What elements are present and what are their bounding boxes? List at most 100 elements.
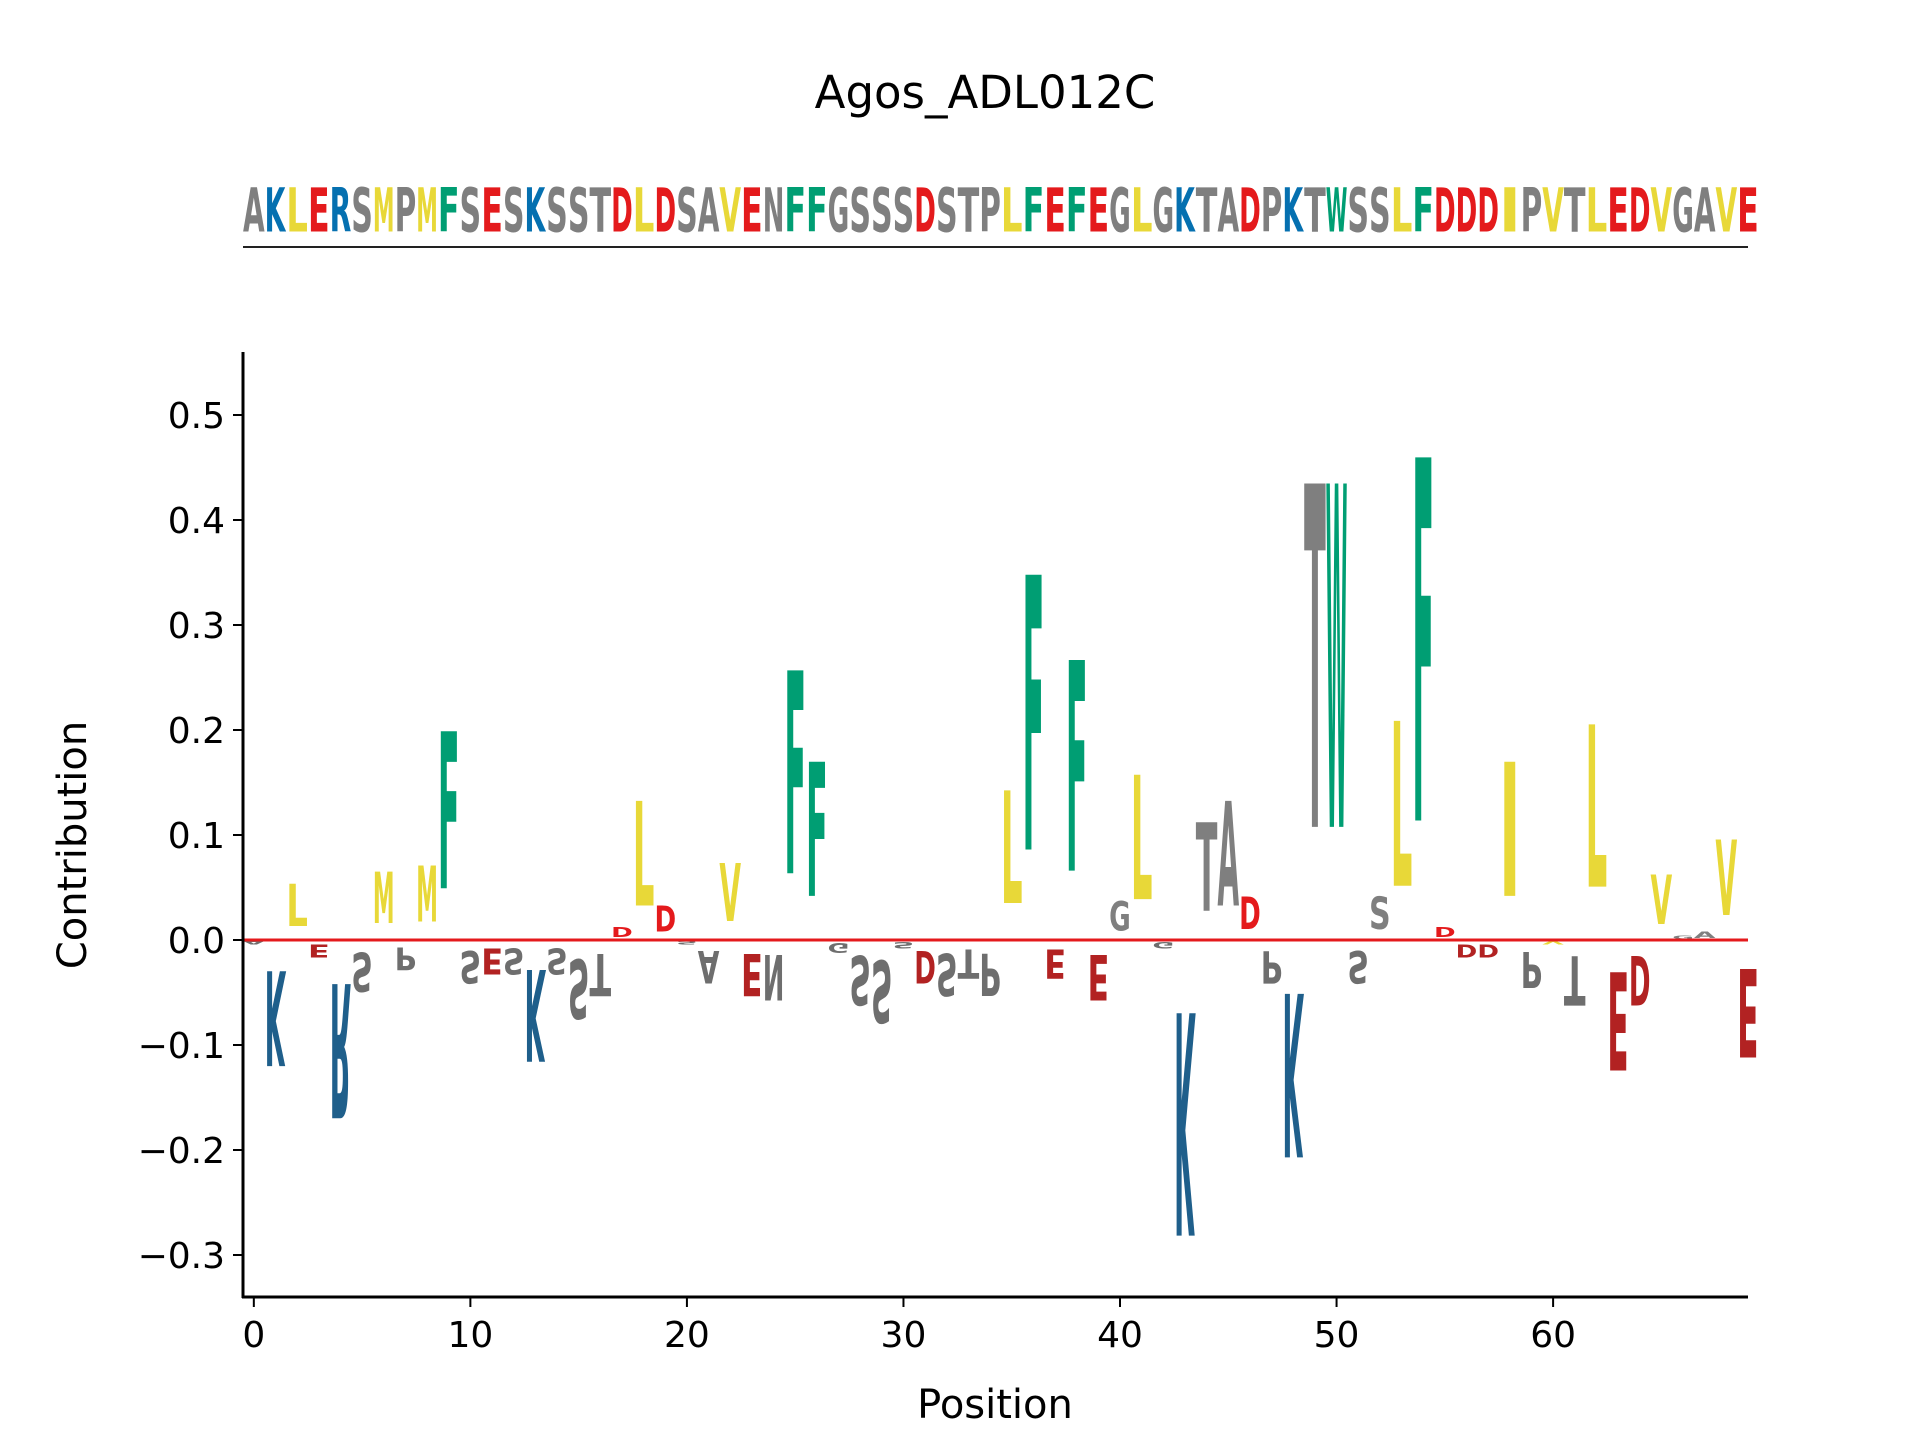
contribution-letter: V	[1651, 862, 1673, 940]
contribution-letter: I	[1499, 726, 1521, 940]
sequence-letter: E	[1737, 176, 1759, 246]
y-axis-ticks: −0.3 −0.2 −0.1 0.0 0.1 0.2 0.3 0.4 0.5	[138, 396, 243, 1277]
contribution-letter: D	[1456, 939, 1478, 960]
sequence-letter: S	[676, 177, 698, 247]
sequence-letter: S	[503, 177, 525, 247]
contribution-letter: D	[914, 940, 936, 993]
sequence-letter: L	[1131, 175, 1153, 247]
contribution-letter: K	[265, 939, 287, 1090]
sequence-letter: D	[1239, 177, 1261, 247]
sequence-letter: G	[1672, 177, 1694, 247]
contribution-letter: D	[611, 924, 633, 940]
sequence-letter: R	[330, 176, 352, 247]
sequence-letter: S	[546, 177, 568, 247]
sequence-letter: D	[1477, 177, 1499, 247]
sequence-letter: L	[633, 175, 655, 247]
sequence-letter: G	[1109, 177, 1131, 247]
contribution-letter: F	[1023, 501, 1045, 939]
sequence-letter: G	[1152, 177, 1174, 247]
sequence-letter: A	[698, 176, 720, 247]
y-tick-label: 0.4	[168, 501, 225, 542]
x-tick-label: 30	[881, 1315, 927, 1356]
contribution-letter: T	[589, 939, 611, 1007]
contribution-letter: S	[503, 940, 525, 982]
sequence-letter: D	[1434, 177, 1456, 247]
sequence-letter: L	[1391, 175, 1413, 247]
contribution-letter: S	[568, 940, 590, 1034]
sequence-letter: P	[395, 177, 417, 247]
contribution-letter: D	[654, 899, 676, 940]
contribution-letter: E	[1044, 940, 1066, 988]
sequence-letter: S	[1369, 177, 1391, 247]
contribution-letter: L	[1391, 677, 1413, 940]
contribution-letter: T	[1196, 799, 1218, 940]
contribution-letter: P	[1261, 940, 1283, 992]
sequence-letter: D	[654, 177, 676, 247]
contribution-letter: W	[1326, 389, 1348, 939]
contribution-letter: P	[395, 939, 417, 975]
contribution-letter: F	[1066, 604, 1088, 940]
sequence-letter: S	[568, 177, 590, 247]
sequence-letter: T	[1196, 176, 1218, 246]
y-axis-label: Contribution	[50, 721, 96, 969]
contribution-letter: P	[1521, 940, 1543, 998]
sequence-letter: M	[373, 176, 395, 247]
sequence-letter: N	[763, 175, 785, 245]
sequence-letter: V	[719, 176, 741, 247]
contribution-letter: G	[1109, 894, 1131, 941]
sequence-letter: G	[828, 177, 850, 247]
sequence-letter: E	[481, 176, 503, 246]
contribution-letter: V	[1716, 820, 1738, 940]
x-tick-label: 10	[447, 1315, 493, 1356]
sequence-letter: V	[1651, 176, 1673, 247]
contribution-letter: A	[1694, 930, 1716, 940]
axes	[241, 352, 1748, 1299]
sequence-letter: D	[1629, 177, 1651, 247]
y-tick-label: −0.3	[138, 1236, 225, 1277]
y-tick-label: 0.0	[168, 921, 225, 962]
contribution-letter: A	[243, 940, 265, 945]
sequence-letter: E	[308, 176, 330, 246]
contribution-letter: G	[1152, 940, 1174, 950]
contribution-letter: F	[438, 690, 460, 940]
sequence-letter: D	[914, 177, 936, 247]
sequence-letter: K	[1282, 176, 1304, 247]
contribution-letter: N	[763, 939, 785, 1012]
sequence-letter: P	[1261, 177, 1283, 247]
sequence-letter: V	[1716, 176, 1738, 247]
sequence-letter: V	[1542, 176, 1564, 247]
contribution-letter: E	[1088, 940, 1110, 1013]
contribution-letter: S	[871, 939, 893, 1038]
x-axis-label: Position	[917, 1382, 1073, 1428]
contribution-letter: L	[286, 873, 308, 940]
contribution-letter: S	[1347, 939, 1369, 991]
contribution-letter: D	[1477, 939, 1499, 960]
x-tick-label: 40	[1097, 1315, 1143, 1356]
y-tick-label: −0.1	[138, 1026, 225, 1067]
sequence-letter: E	[1088, 176, 1110, 246]
contribution-letter: D	[1239, 888, 1261, 941]
sequence-letter: T	[589, 176, 611, 246]
x-tick-label: 60	[1530, 1315, 1576, 1356]
contribution-letter: F	[1412, 359, 1434, 939]
x-tick-label: 0	[242, 1315, 265, 1356]
contribution-letter: S	[460, 939, 482, 991]
contribution-letter: T	[1564, 940, 1586, 1018]
contribution-letter: M	[416, 852, 438, 940]
contribution-letter: L	[1586, 680, 1608, 940]
chart-title: Agos_ADL012C	[815, 66, 1156, 119]
contribution-letter: D	[1434, 924, 1456, 940]
x-tick-label: 50	[1314, 1315, 1360, 1356]
sequence-letter: S	[1347, 177, 1369, 247]
sequence-letter: E	[1607, 176, 1629, 246]
contribution-letter: S	[936, 940, 958, 1008]
y-tick-label: 0.5	[168, 396, 225, 437]
sequence-letter: K	[525, 176, 547, 247]
sequence-letter: F	[1412, 176, 1434, 246]
contribution-letter: V	[719, 848, 741, 940]
contribution-letter: A	[1217, 774, 1239, 941]
sequence-letter: F	[438, 176, 460, 246]
contribution-letter: G	[1672, 935, 1694, 940]
